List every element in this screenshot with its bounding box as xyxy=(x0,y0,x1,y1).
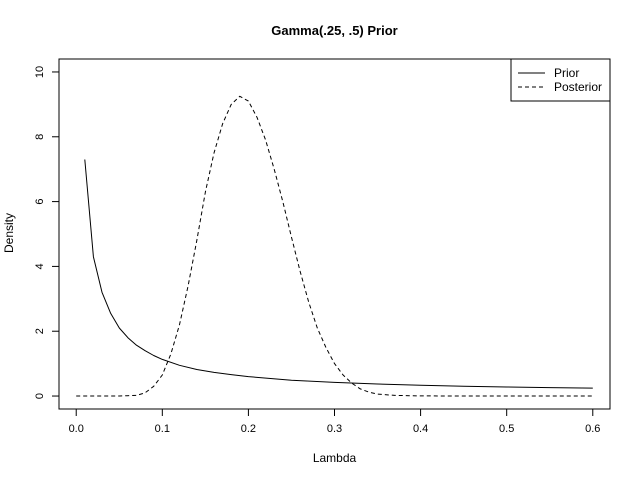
plot-frame xyxy=(58,58,611,410)
x-tick-label: 0.5 xyxy=(499,423,514,435)
x-tick-label: 0.3 xyxy=(327,423,342,435)
x-axis: 0.0 0.1 0.2 0.3 0.4 0.5 0.6 xyxy=(69,408,600,435)
x-tick-label: 0.1 xyxy=(155,423,170,435)
x-tick-label: 0.2 xyxy=(241,423,256,435)
y-tick-label: 8 xyxy=(34,134,46,140)
legend-box xyxy=(510,58,611,102)
x-axis-label: Lambda xyxy=(313,451,357,465)
x-tick-label: 0.0 xyxy=(69,423,84,435)
y-tick-label: 10 xyxy=(34,66,46,78)
y-axis-label: Density xyxy=(2,213,16,253)
series-prior-line xyxy=(84,159,593,389)
y-tick-label: 2 xyxy=(34,328,46,334)
y-axis: 0 2 4 6 8 10 xyxy=(34,66,60,399)
series-posterior-line xyxy=(76,95,593,397)
legend-label-prior: Prior xyxy=(554,66,579,80)
legend-label-posterior: Posterior xyxy=(554,80,602,94)
chart-title: Gamma(.25, .5) Prior xyxy=(271,23,397,38)
x-tick-label: 0.6 xyxy=(585,423,600,435)
series-layer xyxy=(76,95,593,397)
x-tick-label: 0.4 xyxy=(413,423,428,435)
y-tick-label: 6 xyxy=(34,199,46,205)
y-tick-label: 0 xyxy=(34,393,46,399)
y-tick-label: 4 xyxy=(34,263,46,269)
